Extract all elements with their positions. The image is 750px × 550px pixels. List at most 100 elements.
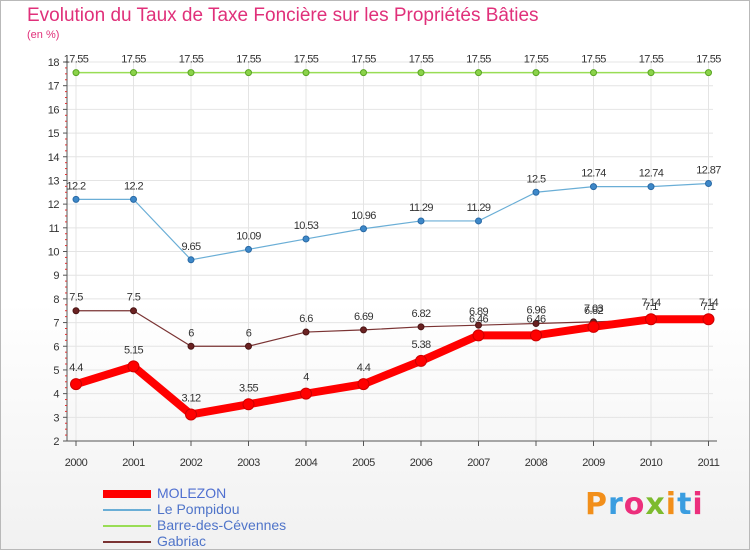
y-tick-label: 16 [48, 104, 60, 116]
y-tick-label: 3 [53, 412, 59, 424]
y-tick-label: 4 [53, 389, 59, 401]
x-tick-label: 2010 [640, 457, 663, 469]
data-label-le-pompidou: 12.87 [696, 165, 721, 177]
x-tick-label: 2006 [410, 457, 433, 469]
data-label-barre-des-cevennes: 17.55 [524, 54, 549, 66]
data-point-barre-des-cevennes [705, 69, 712, 77]
data-point-gabriac [302, 328, 310, 336]
data-label-gabriac: 6.69 [354, 311, 373, 323]
y-tick-label: 17 [48, 81, 60, 93]
data-label-gabriac: 7.5 [69, 292, 83, 304]
data-point-barre-des-cevennes [72, 69, 80, 77]
data-point-le-pompidou [475, 217, 482, 225]
data-label-gabriac: 7.1 [702, 301, 716, 313]
x-tick-label: 2007 [467, 457, 490, 469]
unit-label: (en %) [27, 29, 60, 41]
data-point-barre-des-cevennes [187, 69, 195, 77]
logo-letter: r [608, 487, 624, 522]
logo-letter: x [645, 487, 666, 522]
data-point-molezon [70, 378, 82, 391]
x-tick-label: 2005 [352, 457, 375, 469]
data-point-barre-des-cevennes [590, 69, 597, 77]
data-point-le-pompidou [417, 217, 425, 225]
x-tick-label: 2011 [698, 457, 720, 469]
legend-label-molezon: MOLEZON [157, 485, 227, 501]
data-point-le-pompidou [360, 225, 367, 233]
proxiti-logo: Proxiti [585, 487, 704, 522]
data-label-gabriac: 6 [188, 327, 194, 339]
data-point-gabriac [417, 323, 425, 331]
data-point-le-pompidou [187, 256, 195, 264]
data-point-molezon [300, 387, 312, 400]
data-point-le-pompidou [532, 188, 540, 196]
data-label-le-pompidou: 12.2 [124, 180, 143, 192]
data-label-molezon: 5.15 [124, 344, 143, 356]
data-label-le-pompidou: 11.29 [409, 202, 433, 214]
data-label-molezon: 4.4 [69, 362, 83, 374]
data-point-gabriac [245, 342, 252, 350]
data-point-barre-des-cevennes [647, 69, 655, 77]
data-point-molezon [357, 378, 370, 391]
data-label-le-pompidou: 12.5 [526, 173, 545, 185]
data-label-barre-des-cevennes: 17.55 [466, 54, 491, 66]
data-point-gabriac [72, 307, 80, 315]
y-tick-label: 2 [53, 436, 59, 448]
data-label-molezon: 6.46 [469, 313, 488, 325]
data-point-molezon [530, 329, 542, 342]
data-label-barre-des-cevennes: 17.55 [179, 54, 204, 66]
series-line-le-pompidou [75, 182, 710, 261]
data-point-le-pompidou [130, 195, 137, 203]
logo-letter: i [665, 487, 678, 522]
x-tick-label: 2004 [295, 457, 318, 469]
data-point-molezon [702, 313, 715, 326]
data-point-barre-des-cevennes [417, 69, 425, 77]
data-point-le-pompidou [590, 183, 597, 191]
data-label-molezon: 4 [303, 372, 309, 384]
data-label-molezon: 3.12 [181, 392, 200, 404]
legend-label-le-pompidou: Le Pompidou [157, 501, 240, 517]
data-label-le-pompidou: 10.96 [351, 210, 376, 222]
data-label-barre-des-cevennes: 17.55 [351, 54, 376, 66]
y-tick-label: 18 [48, 57, 60, 69]
data-label-barre-des-cevennes: 17.55 [696, 54, 721, 66]
chart-title: Evolution du Taux de Taxe Foncière sur l… [27, 5, 539, 26]
series-line-molezon [72, 315, 713, 419]
data-label-molezon: 4.4 [357, 362, 371, 374]
data-point-molezon [242, 398, 255, 411]
data-label-le-pompidou: 11.29 [467, 202, 491, 214]
data-label-molezon: 5.38 [411, 339, 430, 351]
logo-letter: t [677, 487, 693, 522]
data-point-molezon [415, 354, 427, 367]
data-point-le-pompidou [647, 183, 655, 191]
data-label-molezon: 7.14 [641, 297, 660, 309]
y-tick-label: 8 [53, 294, 59, 306]
data-point-barre-des-cevennes [245, 69, 252, 77]
data-point-gabriac [532, 320, 540, 328]
data-label-le-pompidou: 10.09 [236, 230, 261, 242]
data-label-le-pompidou: 9.65 [181, 241, 200, 253]
data-label-gabriac: 6.89 [469, 306, 488, 318]
data-point-gabriac [130, 307, 137, 315]
data-point-barre-des-cevennes [130, 69, 137, 77]
y-tick-label: 15 [48, 128, 60, 140]
data-point-molezon [127, 360, 140, 373]
y-tick-label: 13 [48, 175, 60, 187]
data-point-molezon [587, 320, 600, 333]
x-tick-label: 2001 [122, 457, 145, 469]
x-tick-label: 2009 [582, 457, 605, 469]
legend-label-gabriac: Gabriac [157, 533, 207, 549]
y-tick-label: 5 [53, 365, 59, 377]
data-label-barre-des-cevennes: 17.55 [64, 54, 89, 66]
data-label-gabriac: 7.1 [644, 301, 658, 313]
series-line-gabriac [75, 310, 710, 347]
data-label-le-pompidou: 12.74 [639, 168, 664, 180]
data-label-molezon: 6.46 [526, 313, 545, 325]
data-point-gabriac [187, 342, 195, 350]
data-label-gabriac: 6 [246, 327, 252, 339]
x-tick-label: 2008 [525, 457, 548, 469]
data-point-le-pompidou [705, 180, 712, 188]
data-label-le-pompidou: 12.2 [66, 180, 85, 192]
data-point-le-pompidou [245, 245, 252, 253]
